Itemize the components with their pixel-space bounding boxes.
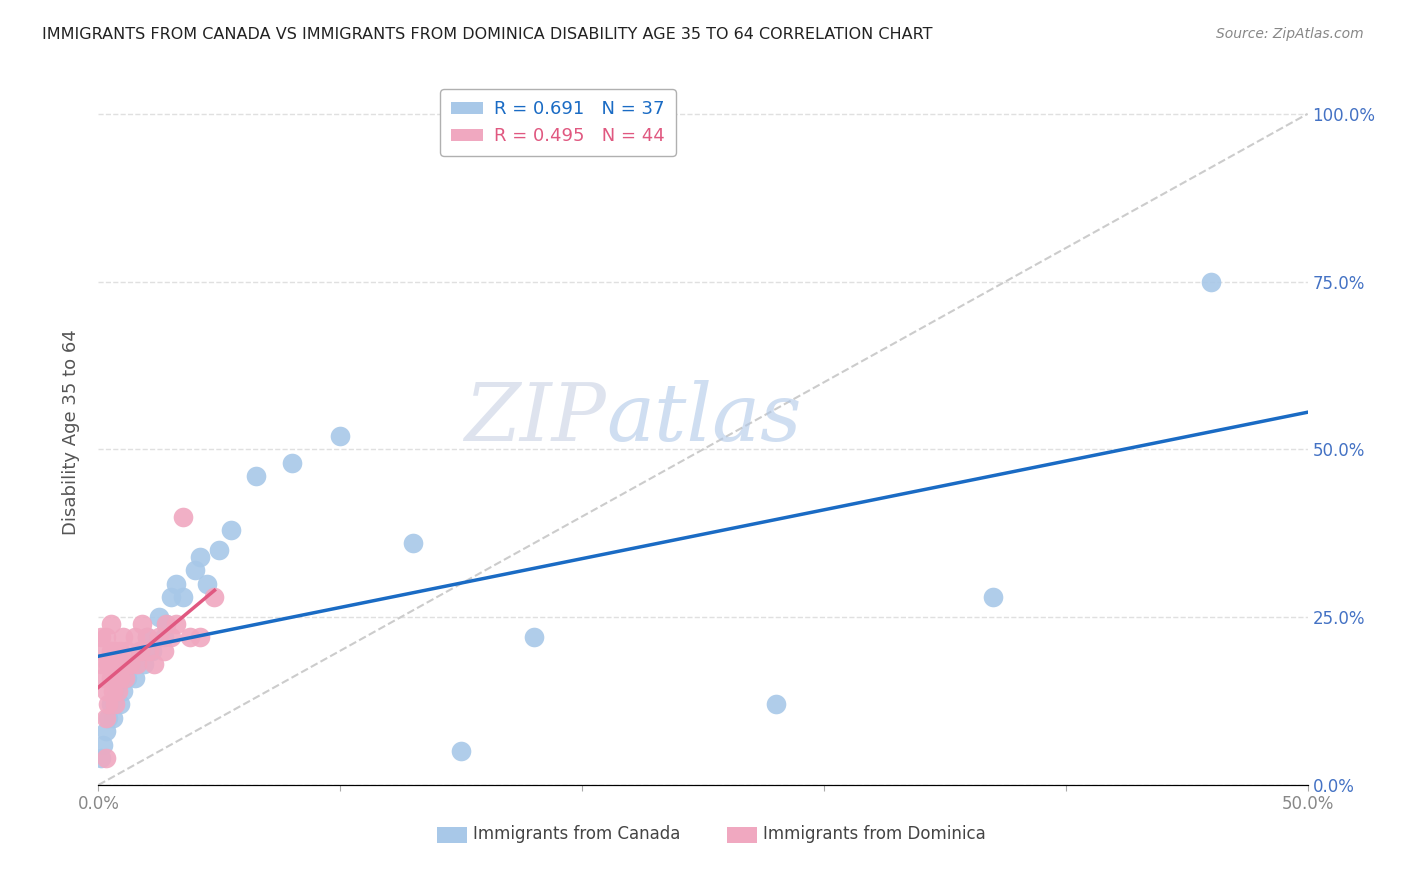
- Point: [155, 616, 177, 631]
- Point: [402, 536, 425, 550]
- Point: [108, 671, 131, 685]
- Point: [100, 671, 122, 685]
- Point: [128, 644, 150, 658]
- Point: [160, 590, 183, 604]
- Point: [148, 610, 170, 624]
- Point: [1199, 275, 1222, 289]
- Point: [104, 644, 127, 658]
- Point: [111, 630, 134, 644]
- Point: [100, 805, 122, 819]
- Point: [329, 429, 352, 443]
- Point: [184, 563, 207, 577]
- Point: [107, 677, 129, 691]
- Point: [165, 576, 187, 591]
- Point: [179, 630, 201, 644]
- Point: [124, 630, 146, 644]
- Text: ZIP: ZIP: [464, 380, 606, 458]
- Point: [94, 751, 117, 765]
- Point: [195, 576, 218, 591]
- Point: [107, 684, 129, 698]
- Point: [90, 657, 112, 672]
- Bar: [437, 827, 467, 843]
- Text: atlas: atlas: [606, 380, 801, 458]
- Point: [208, 543, 231, 558]
- Point: [100, 644, 122, 658]
- Text: Immigrants from Dominica: Immigrants from Dominica: [763, 825, 986, 843]
- Point: [221, 523, 243, 537]
- Point: [101, 657, 124, 672]
- Point: [188, 630, 211, 644]
- Point: [118, 657, 141, 672]
- Y-axis label: Disability Age 35 to 64: Disability Age 35 to 64: [62, 330, 80, 535]
- Point: [450, 744, 472, 758]
- Point: [94, 711, 117, 725]
- Point: [523, 630, 546, 644]
- Point: [111, 657, 134, 672]
- Point: [90, 630, 112, 644]
- Text: Source: ZipAtlas.com: Source: ZipAtlas.com: [1216, 27, 1364, 41]
- Point: [143, 657, 166, 672]
- Point: [188, 549, 211, 564]
- Text: IMMIGRANTS FROM CANADA VS IMMIGRANTS FROM DOMINICA DISABILITY AGE 35 TO 64 CORRE: IMMIGRANTS FROM CANADA VS IMMIGRANTS FRO…: [42, 27, 932, 42]
- Point: [131, 616, 153, 631]
- Point: [127, 657, 149, 672]
- Point: [245, 469, 267, 483]
- Point: [124, 671, 146, 685]
- Point: [90, 751, 112, 765]
- Bar: [727, 827, 758, 843]
- Point: [165, 616, 187, 631]
- Point: [155, 616, 177, 631]
- Point: [100, 698, 122, 712]
- Point: [152, 644, 174, 658]
- Point: [97, 657, 120, 672]
- Point: [152, 630, 174, 644]
- Point: [138, 644, 160, 658]
- Point: [94, 630, 117, 644]
- Point: [107, 657, 129, 672]
- Point: [108, 644, 131, 658]
- Point: [135, 630, 157, 644]
- Point: [160, 630, 183, 644]
- Point: [97, 698, 120, 712]
- Point: [981, 590, 1004, 604]
- Point: [118, 657, 141, 672]
- Point: [117, 644, 139, 658]
- Point: [97, 711, 120, 725]
- Point: [101, 684, 124, 698]
- Point: [108, 698, 131, 712]
- Point: [114, 671, 136, 685]
- Point: [135, 630, 157, 644]
- Point: [91, 671, 114, 685]
- Point: [172, 509, 194, 524]
- Point: [101, 711, 124, 725]
- Point: [148, 630, 170, 644]
- Point: [204, 590, 226, 604]
- Point: [94, 724, 117, 739]
- Text: Immigrants from Canada: Immigrants from Canada: [474, 825, 681, 843]
- Point: [104, 671, 127, 685]
- Point: [281, 456, 304, 470]
- Point: [172, 590, 194, 604]
- Point: [94, 684, 117, 698]
- Point: [111, 684, 134, 698]
- Point: [91, 738, 114, 752]
- Point: [117, 671, 139, 685]
- Point: [765, 698, 787, 712]
- Point: [104, 690, 127, 705]
- Point: [128, 644, 150, 658]
- Point: [104, 698, 127, 712]
- Point: [100, 616, 122, 631]
- Point: [141, 644, 163, 658]
- Point: [91, 644, 114, 658]
- Legend: R = 0.691   N = 37, R = 0.495   N = 44: R = 0.691 N = 37, R = 0.495 N = 44: [440, 89, 676, 156]
- Point: [134, 657, 156, 672]
